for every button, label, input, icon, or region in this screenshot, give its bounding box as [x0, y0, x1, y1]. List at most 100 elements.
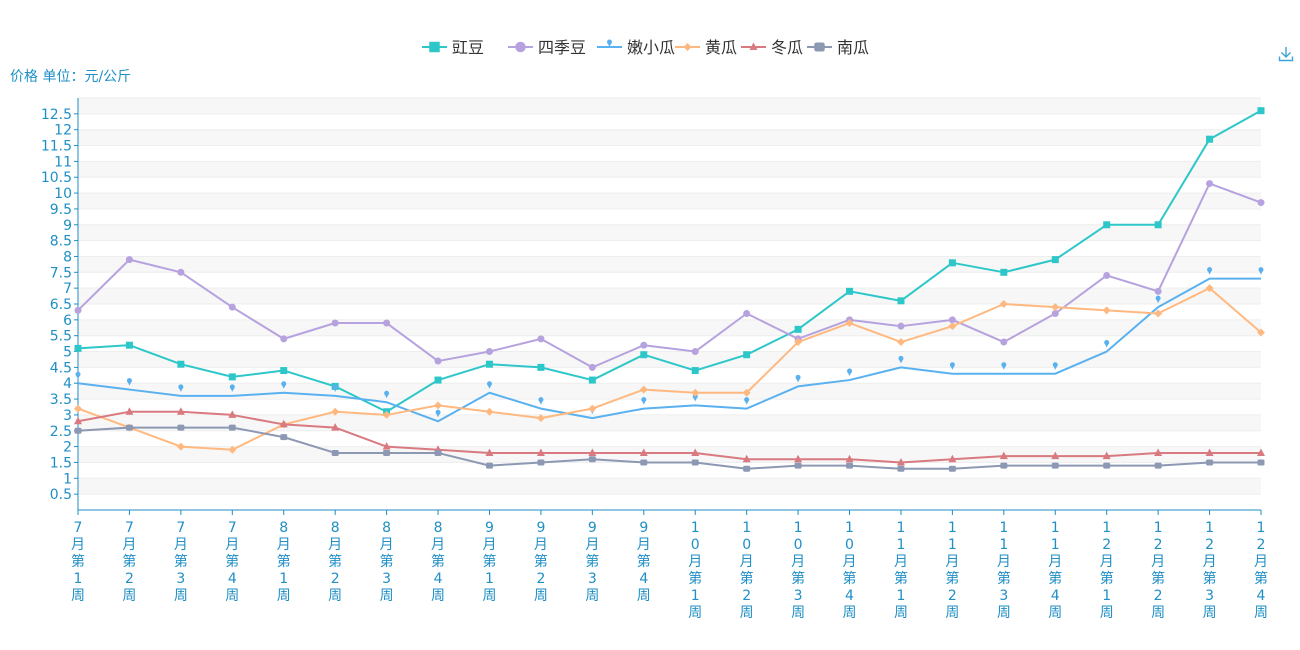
- data-point: [538, 397, 544, 405]
- data-point: [588, 363, 596, 371]
- data-point: [434, 401, 443, 410]
- data-point: [742, 454, 751, 463]
- grid-band: [78, 256, 1261, 273]
- y-tick-label: 4.5: [50, 360, 72, 376]
- data-point: [177, 360, 185, 368]
- data-point: [485, 407, 494, 416]
- x-tick-label: 7 月第 3 周: [174, 520, 188, 604]
- legend-marker: [429, 41, 440, 53]
- x-tick-label: 8 月第 3 周: [380, 520, 394, 604]
- x-tick-label: 1 2 月第 1 周: [1100, 520, 1114, 621]
- data-point: [1154, 462, 1162, 469]
- data-point: [897, 465, 905, 472]
- x-tick-label: 1 1 月第 3 周: [997, 520, 1011, 621]
- data-point: [537, 459, 545, 466]
- data-point: [331, 319, 339, 327]
- y-tick-label: 6: [63, 313, 72, 329]
- x-tick-label: 1 1 月第 2 周: [945, 520, 959, 621]
- x-axis-tick-labels: 7 月第 1 周 7 月第 2 周 7 月第 3 周 7 月第 4 周 8 月第 1 周 8 月第 2 周 8 月第 3 周 8 月第 4 周…: [71, 520, 1268, 621]
- data-point: [485, 348, 493, 356]
- data-point: [897, 297, 905, 305]
- data-point: [383, 319, 391, 327]
- data-point: [742, 388, 751, 397]
- data-point: [1205, 448, 1214, 456]
- data-point: [1051, 303, 1060, 312]
- data-point: [125, 256, 133, 264]
- data-point: [845, 454, 854, 463]
- data-point: [74, 306, 82, 314]
- data-point: [1001, 362, 1007, 370]
- data-point: [691, 448, 700, 456]
- data-point: [1258, 267, 1264, 275]
- data-point: [75, 371, 81, 380]
- data-point: [435, 409, 441, 418]
- data-point: [794, 325, 802, 333]
- legend-marker: [749, 42, 758, 50]
- legend-item[interactable]: 冬瓜: [741, 38, 803, 57]
- legend-item[interactable]: 黄瓜: [675, 38, 737, 57]
- data-point: [691, 459, 699, 466]
- grid-band: [78, 98, 1261, 114]
- legend-item[interactable]: 豇豆: [422, 38, 484, 57]
- data-point: [280, 335, 288, 343]
- data-point: [846, 462, 854, 469]
- data-point: [691, 367, 699, 375]
- data-point: [125, 424, 133, 431]
- data-point: [1205, 284, 1214, 293]
- data-point: [1154, 309, 1163, 318]
- grid-band: [78, 129, 1261, 146]
- data-point: [948, 454, 957, 463]
- data-point: [794, 338, 803, 347]
- y-tick-label: 6.5: [50, 297, 72, 313]
- data-point: [382, 442, 391, 450]
- data-point: [1206, 180, 1214, 188]
- data-point: [331, 449, 339, 456]
- data-point: [1207, 267, 1213, 275]
- y-tick-label: 2.5: [50, 424, 72, 440]
- data-point: [794, 454, 803, 463]
- y-tick-label: 12.5: [41, 107, 72, 123]
- data-point: [1103, 462, 1111, 469]
- data-point: [74, 416, 82, 425]
- legend[interactable]: 豇豆 四季豆 嫩小瓜 黄瓜 冬瓜 南瓜: [422, 38, 869, 57]
- series-5: [74, 407, 1265, 466]
- data-point: [537, 335, 545, 343]
- legend-item[interactable]: 嫩小瓜: [597, 38, 675, 57]
- data-point: [74, 344, 82, 352]
- data-point: [279, 419, 288, 428]
- data-point: [434, 357, 442, 365]
- data-point: [384, 390, 390, 399]
- data-point: [383, 449, 391, 456]
- legend-item[interactable]: 四季豆: [508, 38, 586, 57]
- data-point: [74, 427, 82, 434]
- legend-label: 冬瓜: [771, 38, 803, 57]
- legend-item[interactable]: 南瓜: [807, 38, 869, 57]
- series-line: [77, 426, 1261, 470]
- legend-label: 四季豆: [538, 38, 586, 57]
- data-point: [382, 410, 391, 419]
- legend-marker: [814, 42, 825, 52]
- data-point: [898, 355, 904, 364]
- data-point: [1257, 199, 1265, 207]
- y-tick-label: 1.5: [50, 455, 72, 471]
- data-point: [485, 462, 493, 469]
- data-point: [1103, 271, 1111, 279]
- data-point: [228, 373, 236, 381]
- data-point: [485, 360, 493, 368]
- data-point: [640, 351, 648, 359]
- data-point: [177, 424, 185, 431]
- data-point: [794, 462, 802, 469]
- x-tick-label: 8 月第 1 周: [277, 520, 291, 604]
- data-point: [1051, 462, 1059, 469]
- data-point: [1000, 462, 1008, 469]
- plot-background-bands: [78, 97, 1261, 495]
- data-point: [896, 457, 905, 466]
- y-tick-label: 12: [54, 123, 72, 139]
- download-icon[interactable]: [1276, 44, 1296, 64]
- x-tick-label: 1 2 月第 3 周: [1203, 520, 1217, 621]
- data-point: [795, 374, 801, 383]
- grid-band: [78, 446, 1261, 463]
- y-tick-label: 1: [63, 471, 72, 487]
- data-point: [1051, 256, 1059, 264]
- x-tick-label: 1 0 月第 3 周: [791, 520, 805, 621]
